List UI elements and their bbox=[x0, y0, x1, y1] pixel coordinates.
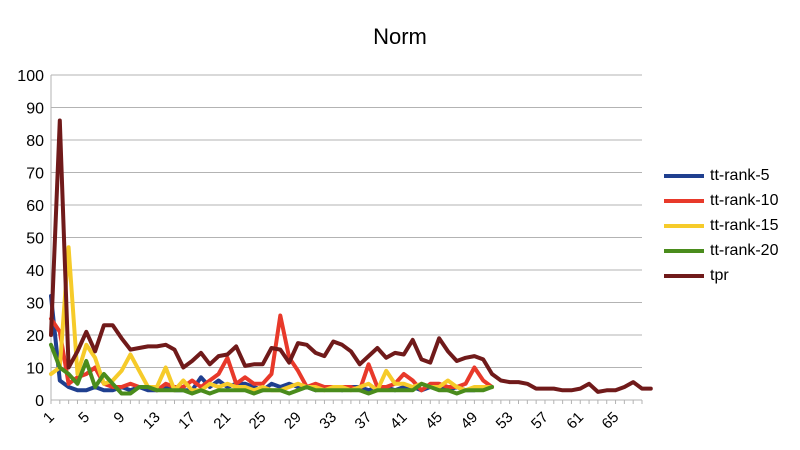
series-line-tt-rank-10 bbox=[49, 313, 494, 393]
y-tick-label: 40 bbox=[26, 263, 44, 280]
x-tick-label: 9 bbox=[110, 409, 128, 427]
legend-label: tt-rank-10 bbox=[710, 191, 779, 209]
y-tick-label: 70 bbox=[26, 166, 44, 183]
legend-swatch bbox=[664, 173, 704, 178]
x-tick-label: 17 bbox=[175, 409, 199, 433]
y-tick-label: 60 bbox=[26, 198, 44, 215]
y-tick-label: 0 bbox=[35, 393, 44, 410]
legend-item: tt-rank-5 bbox=[664, 163, 794, 188]
x-tick-label: 61 bbox=[563, 409, 587, 433]
legend-swatch bbox=[664, 198, 704, 203]
legend-label: tpr bbox=[710, 266, 729, 284]
y-tick-label: 10 bbox=[26, 361, 44, 378]
legend-label: tt-rank-15 bbox=[710, 216, 779, 234]
series-line-tpr bbox=[49, 118, 653, 394]
legend-label: tt-rank-20 bbox=[710, 241, 779, 259]
legend-item: tt-rank-10 bbox=[664, 188, 794, 213]
legend-item: tt-rank-20 bbox=[664, 238, 794, 263]
legend-item: tpr bbox=[664, 263, 794, 288]
series-lines bbox=[49, 118, 653, 396]
x-tick-label: 41 bbox=[387, 409, 411, 433]
x-tick-label: 5 bbox=[75, 409, 93, 427]
legend: tt-rank-5 tt-rank-10 tt-rank-15 tt-rank-20 t… bbox=[664, 163, 794, 288]
x-tick-labels: 1 5 9 13 17 21 25 29 33 37 41 45 49 53 57 61 65 bbox=[40, 409, 622, 433]
gridlines bbox=[51, 74, 642, 401]
axes bbox=[50, 75, 643, 404]
x-tick-label: 57 bbox=[528, 409, 552, 433]
y-tick-label: 30 bbox=[26, 296, 44, 313]
y-tick-label: 80 bbox=[26, 133, 44, 150]
y-tick-label: 90 bbox=[26, 101, 44, 118]
legend-swatch bbox=[664, 223, 704, 228]
y-tick-label: 50 bbox=[26, 231, 44, 248]
x-tick-label: 65 bbox=[599, 409, 623, 433]
y-tick-label: 100 bbox=[17, 68, 44, 85]
x-tick-label: 53 bbox=[493, 409, 517, 433]
series-line-tt-rank-20 bbox=[49, 342, 494, 396]
chart-title: Norm bbox=[373, 24, 427, 49]
x-tick-label: 21 bbox=[210, 409, 234, 433]
x-tick-label: 1 bbox=[40, 409, 58, 427]
y-tick-label: 20 bbox=[26, 328, 44, 345]
legend-label: tt-rank-5 bbox=[710, 166, 770, 184]
y-tick-labels: 0 10 20 30 40 50 60 70 80 90 100 bbox=[17, 68, 44, 410]
x-tick-label: 33 bbox=[316, 409, 340, 433]
legend-item: tt-rank-15 bbox=[664, 213, 794, 238]
x-tick-label: 49 bbox=[457, 409, 481, 433]
x-tick-label: 13 bbox=[140, 409, 164, 433]
legend-swatch bbox=[664, 248, 704, 253]
x-tick-label: 45 bbox=[422, 409, 446, 433]
x-tick-label: 29 bbox=[281, 409, 305, 433]
x-tick-label: 25 bbox=[246, 409, 270, 433]
legend-swatch bbox=[664, 273, 704, 278]
x-tick-label: 37 bbox=[352, 409, 376, 433]
